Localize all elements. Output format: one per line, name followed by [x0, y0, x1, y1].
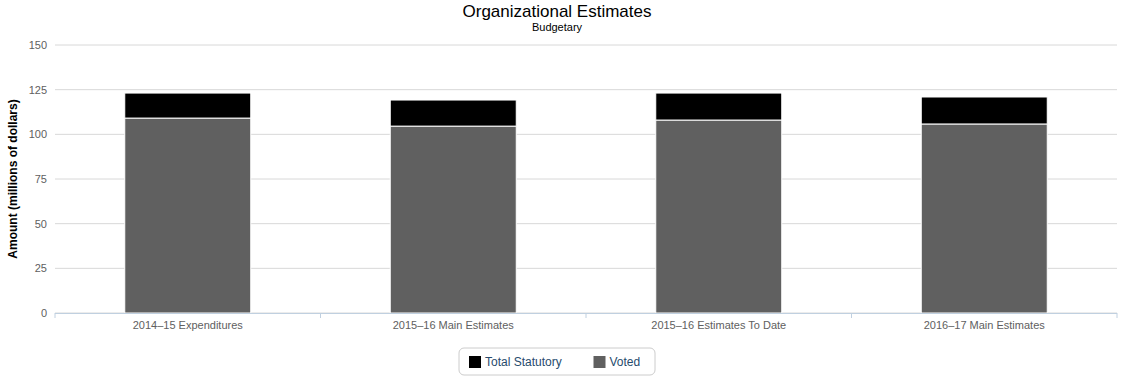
- bar-segment: [921, 97, 1047, 124]
- bar-segment: [390, 126, 516, 313]
- x-tick: [55, 313, 56, 318]
- legend-label: Total Statutory: [485, 355, 562, 369]
- bar-segment: [656, 93, 782, 120]
- legend: Total Statutory Voted: [459, 348, 655, 375]
- y-tick-label: 150: [29, 39, 47, 51]
- x-tick: [1117, 313, 1118, 318]
- x-tick: [586, 313, 587, 318]
- y-tick-label: 50: [35, 218, 47, 230]
- y-tick-label: 100: [29, 128, 47, 140]
- y-axis-label: Amount (millions of dollars): [6, 99, 20, 258]
- x-tick-label: 2014–15 Expenditures: [133, 319, 244, 331]
- x-tick-label: 2016–17 Main Estimates: [924, 319, 1046, 331]
- title: Organizational Estimates: [463, 2, 652, 21]
- x-tick-label: 2015–16 Estimates To Date: [651, 319, 786, 331]
- x-tick: [851, 313, 852, 318]
- y-axis-line: [55, 45, 56, 313]
- bar-segment: [390, 100, 516, 126]
- y-tick-label: 75: [35, 173, 47, 185]
- legend-label: Voted: [610, 355, 641, 369]
- legend-box: [459, 348, 655, 375]
- y-tick-label: 125: [29, 84, 47, 96]
- bar-segment: [125, 93, 251, 118]
- legend-symbol: [469, 356, 481, 368]
- subtitle: Budgetary: [532, 21, 583, 33]
- legend-symbol: [594, 356, 606, 368]
- y-tick-label: 25: [35, 262, 47, 274]
- bar-segment: [125, 118, 251, 313]
- x-tick: [320, 313, 321, 318]
- grid-line: [55, 45, 1117, 46]
- grid-line: [55, 89, 1117, 90]
- bars: [125, 93, 1048, 313]
- bar-segment: [656, 120, 782, 313]
- chart: Organizational EstimatesBudgetary Amount …: [0, 0, 1123, 381]
- y-tick-label: 0: [41, 307, 47, 319]
- x-tick-label: 2015–16 Main Estimates: [393, 319, 515, 331]
- bar-segment: [921, 124, 1047, 313]
